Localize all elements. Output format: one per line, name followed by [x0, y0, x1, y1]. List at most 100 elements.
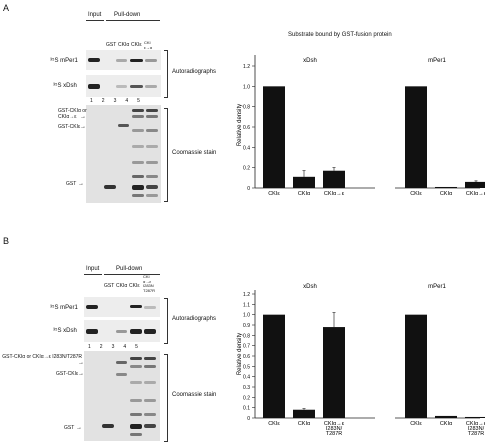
panel-a-bar-chart: Relative density xDsh mPer1 0 0.2 0.4 0.6 0.… — [237, 55, 485, 197]
x-tick-label: CKIε — [268, 421, 280, 427]
arrow-icon: → — [80, 124, 86, 130]
group-label-mper1: mPer1 — [428, 284, 446, 290]
arrow-icon: → — [78, 181, 84, 187]
panel-b-probe-dsh: ³⁵S xDsh — [53, 328, 77, 334]
panel-a-input-line — [86, 20, 104, 21]
lane-number: 1 — [90, 98, 93, 104]
x-tick-label: CKIα — [298, 421, 311, 427]
y-tick-label: 0.5 — [243, 364, 250, 370]
bar — [465, 416, 485, 418]
y-tick-label: 0.6 — [243, 354, 250, 360]
panel-b-lane-3: CKIα — [116, 283, 128, 289]
arrow-icon: → — [78, 360, 84, 366]
panel-b-lane-4: CKIε — [129, 283, 140, 289]
lane-number: 2 — [99, 344, 103, 350]
bar — [323, 170, 345, 188]
bar — [435, 415, 457, 418]
panel-b-lane-numbers: 1 2 3 4 5 — [88, 344, 138, 350]
x-tick-label: CKIα→ε I283N/T287R — [324, 421, 345, 437]
bar — [405, 314, 427, 418]
panel-a-pulldown-line — [106, 20, 160, 21]
bar — [465, 181, 485, 188]
bar — [263, 314, 285, 418]
panel-a-probe-dsh: ³⁵S xDsh — [53, 83, 77, 89]
group-label-xdsh: xDsh — [303, 284, 317, 290]
panel-a-lane-5: CKI ε→α — [144, 40, 153, 50]
lane-number: 4 — [125, 98, 129, 104]
lane-number: 5 — [137, 98, 140, 104]
panel-a-lane-2: GST — [106, 42, 117, 48]
panel-b-coomassie-gel — [84, 351, 160, 441]
panel-b-lane-5: CKI α→ε I283N T287R — [143, 274, 156, 293]
bar — [435, 186, 457, 188]
panel-b-coomassie-label: Coomassie stain — [172, 392, 217, 398]
x-tick-label: CKIα — [440, 421, 453, 427]
x-tick-label: CKIε — [410, 421, 422, 427]
bar — [293, 176, 315, 188]
y-tick-label: 0.2 — [243, 395, 250, 401]
panel-a-autorad-dsh — [86, 75, 161, 97]
y-tick-label: 1.2 — [243, 292, 250, 298]
y-tick-label: 0.7 — [243, 344, 250, 350]
panel-b-label-gst-ckia: GST-CKIα or CKIα→ε I283N/T287R — [2, 354, 82, 360]
lane-number: 5 — [135, 344, 138, 350]
bar — [323, 327, 345, 418]
lane-number: 2 — [101, 98, 105, 104]
group-label-mper1: mPer1 — [428, 58, 446, 64]
y-tick-label: 0 — [247, 186, 250, 192]
lane-number: 1 — [88, 344, 91, 350]
lane-number: 3 — [111, 344, 115, 350]
x-tick-label: CKIε — [410, 191, 422, 197]
panel-b-label-gst-ckie: GST-CKIε — [56, 371, 79, 377]
panel-a-autoradiographs-label: Autoradiographs — [172, 69, 217, 75]
y-tick-label: 0.4 — [243, 145, 250, 151]
x-tick-label: CKIα — [298, 191, 311, 197]
panel-b-probe-per1: ³⁵S mPer1 — [50, 305, 78, 311]
x-tick-label: CKIα — [440, 191, 453, 197]
x-tick-label: CKIε — [268, 191, 280, 197]
x-tick-label: CKIα→ε I283N/T287R — [466, 421, 485, 437]
y-tick-label: 0.2 — [243, 166, 250, 172]
y-axis-label: Relative density — [237, 333, 243, 375]
panel-a-label-gst-ckia: GST-CKIα or CKIα→ε — [58, 108, 87, 120]
y-tick-label: 0.6 — [243, 125, 250, 131]
x-tick-label: CKIα→ε — [466, 191, 485, 197]
y-tick-label: 0.8 — [243, 333, 250, 339]
y-axis-label: Relative density — [237, 104, 243, 146]
panel-a-coomassie-brace — [164, 108, 168, 202]
panel-a-input-label: Input — [88, 12, 102, 18]
y-tick-label: 0.4 — [243, 375, 250, 381]
panel-a-graph-title: Substrate bound by GST-fusion protein — [288, 32, 392, 38]
panel-a-coomassie-label: Coomassie stain — [172, 150, 217, 156]
panel-a-coomassie-gel — [86, 105, 161, 203]
panel-a-lane-numbers: 1 2 3 4 5 — [90, 98, 140, 104]
panel-b-letter: B — [3, 236, 10, 246]
panel-b-pulldown-label: Pull-down — [116, 266, 143, 272]
y-tick-label: 0.8 — [243, 105, 250, 111]
arrow-icon: → — [80, 114, 86, 120]
panel-a-autorad-per1 — [86, 50, 161, 70]
panel-a-autorad-brace — [164, 50, 168, 98]
arrow-icon: → — [78, 371, 84, 377]
panel-a-lane-3: CKIα — [118, 42, 130, 48]
panel-a-lane-4: CKIε — [131, 42, 142, 48]
panel-a-label-gst-ckie: GST-CKIε — [58, 124, 81, 130]
panel-b-input-line — [84, 274, 102, 275]
panel-b-input-label: Input — [86, 266, 100, 272]
panel-a-probe-per1: ³⁵S mPer1 — [50, 58, 78, 64]
y-tick-label: 0.1 — [243, 406, 250, 412]
panel-b-autorad-dsh — [84, 320, 160, 342]
panel-b-pulldown-line — [104, 274, 160, 275]
y-tick-label: 0.3 — [243, 385, 250, 391]
bar — [263, 86, 285, 188]
y-tick-label: 1.0 — [243, 84, 250, 90]
lane-number: 4 — [123, 344, 127, 350]
panel-a-pulldown-label: Pull-down — [114, 12, 141, 18]
y-tick-label: 1.1 — [243, 302, 250, 308]
panel-a-label-gst: GST — [66, 181, 77, 187]
lane-number: 3 — [113, 98, 117, 104]
panel-b-coomassie-brace — [164, 354, 168, 442]
y-tick-label: 0 — [247, 416, 250, 422]
panel-b-bar-chart: Relative density xDsh mPer1 0 0.1 0.2 0.3 0.… — [237, 284, 485, 437]
panel-b-autorad-brace — [164, 298, 168, 344]
